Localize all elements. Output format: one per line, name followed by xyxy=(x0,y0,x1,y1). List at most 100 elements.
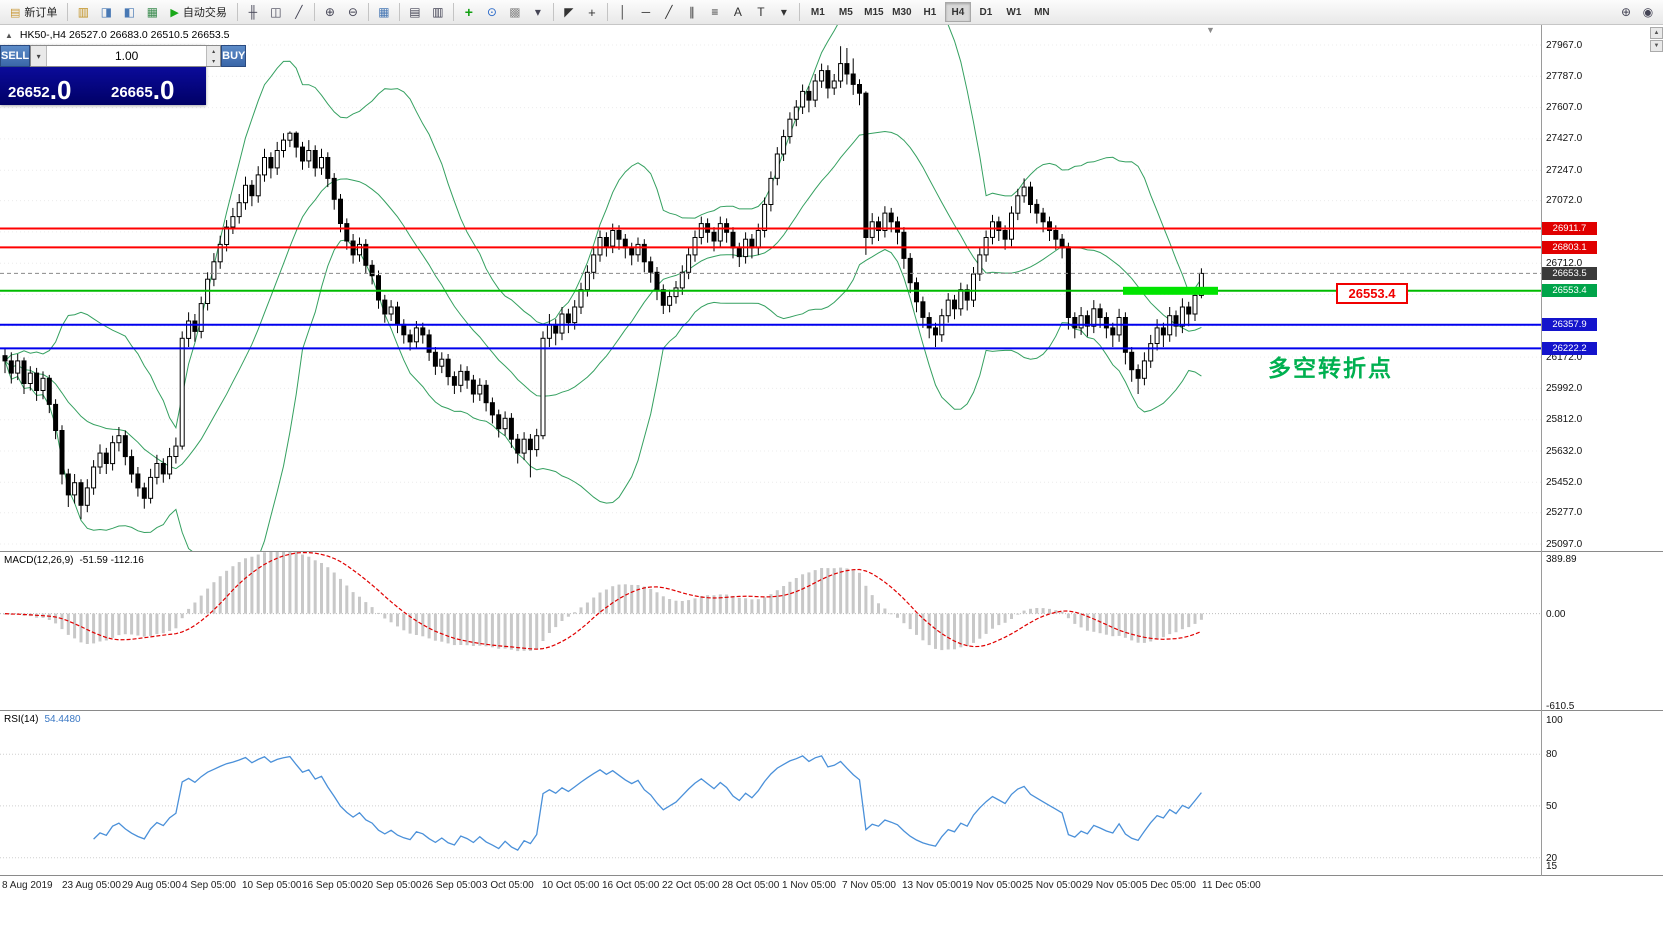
toolbar-separator xyxy=(606,3,608,21)
buy-price[interactable]: 26665 .0 xyxy=(103,67,206,105)
timeframe-h1[interactable]: H1 xyxy=(923,6,937,18)
zoom-out-icon[interactable]: ⊖ xyxy=(347,5,358,19)
price-tick-label: 27787.0 xyxy=(1546,70,1583,82)
time-tick-label: 23 Aug 05:00 xyxy=(62,880,121,891)
price-tick-label: 27247.0 xyxy=(1546,164,1583,176)
indicators-icon[interactable]: + xyxy=(464,4,473,20)
rsi-indicator xyxy=(0,753,1541,859)
time-tick-label: 10 Oct 05:00 xyxy=(542,880,600,891)
volume-up-icon[interactable]: ▴ xyxy=(207,46,221,56)
price-tick-label: 27072.0 xyxy=(1546,195,1583,207)
pane-separator[interactable] xyxy=(0,875,1663,876)
sell-price-main: 26652 xyxy=(8,83,50,101)
toolbar-separator xyxy=(452,3,454,21)
time-tick-label: 28 Oct 05:00 xyxy=(722,880,780,891)
timeframe-m30[interactable]: M30 xyxy=(892,6,912,18)
label-tool-icon[interactable]: T xyxy=(757,5,765,19)
rsi-value: 54.4480 xyxy=(44,714,81,725)
timeframe-m1[interactable]: M1 xyxy=(810,6,825,18)
turning-point-annotation[interactable]: 多空转折点 xyxy=(1268,355,1393,381)
price-tick-label: 26172.0 xyxy=(1546,351,1583,363)
time-tick-label: 13 Nov 05:00 xyxy=(902,880,962,891)
volume-input[interactable] xyxy=(47,46,207,66)
macd-indicator xyxy=(0,552,1541,652)
timeframe-d1[interactable]: D1 xyxy=(979,6,993,18)
chart-shift-marker[interactable]: ▼ xyxy=(1206,25,1215,35)
sell-button[interactable]: SELL xyxy=(0,45,31,67)
timeframe-h4[interactable]: H4 xyxy=(944,2,971,22)
scroll-up-button[interactable]: ▲ xyxy=(1650,27,1663,39)
time-tick-label: 19 Nov 05:00 xyxy=(962,880,1022,891)
search-icon[interactable]: ⊕ xyxy=(1620,5,1632,19)
time-tick-label: 20 Sep 05:00 xyxy=(362,880,422,891)
buy-price-decimal: .0 xyxy=(152,74,175,105)
templates-icon[interactable]: ▩ xyxy=(509,5,521,19)
volume-spinner: ▴ ▾ xyxy=(206,46,221,66)
macd-tick-label: 389.89 xyxy=(1546,554,1577,565)
time-tick-label: 22 Oct 05:00 xyxy=(662,880,720,891)
price-tag: 26357.9 xyxy=(1542,318,1597,332)
timeframe-w1[interactable]: W1 xyxy=(1006,6,1022,18)
price-tick-label: 27607.0 xyxy=(1546,102,1583,114)
candlestick-chart-icon[interactable]: ◫ xyxy=(270,5,282,19)
help-icon[interactable]: ◉ xyxy=(1642,5,1654,19)
time-tick-label: 4 Sep 05:00 xyxy=(182,880,236,891)
market-watch-icon[interactable]: ▥ xyxy=(77,5,90,19)
volume-down-icon[interactable]: ▾ xyxy=(207,56,221,66)
price-tick-label: 25277.0 xyxy=(1546,507,1583,519)
scrollbar-buttons: ▲ ▼ xyxy=(1650,27,1663,53)
time-tick-label: 26 Sep 05:00 xyxy=(422,880,482,891)
data-window-icon[interactable]: ◨ xyxy=(100,5,113,19)
price-tick-label: 25812.0 xyxy=(1546,414,1583,426)
sell-price-decimal: .0 xyxy=(49,74,72,105)
toolbar: ▤ 新订单 ▥ ◨ ◧ ▦ ▶ 自动交易 ╫ ◫ ╱ ⊕ ⊖ ▦ ▤ ▥ + ⊙ ▩ ▾ ◤ + │ ─ ╱ ∥ ≡ A T ▾ M1 M5 M… xyxy=(0,0,1663,25)
timeframe-m5[interactable]: M5 xyxy=(838,6,853,18)
price-tag: 26911.7 xyxy=(1542,222,1597,235)
horizontal-line-icon[interactable]: ─ xyxy=(641,5,651,19)
navigator-icon[interactable]: ◧ xyxy=(123,5,136,19)
price-annotation-box[interactable]: 26553.4 xyxy=(1336,283,1408,304)
time-tick-label: 16 Oct 05:00 xyxy=(602,880,660,891)
vertical-line-icon[interactable]: │ xyxy=(619,5,627,19)
shapes-dropdown-icon[interactable]: ▾ xyxy=(780,5,787,19)
text-tool-icon[interactable]: A xyxy=(733,5,742,19)
volume-dropdown-icon[interactable]: ▾ xyxy=(31,46,48,66)
rsi-tick-label: 100 xyxy=(1546,714,1563,726)
timeframe-mn[interactable]: MN xyxy=(1034,6,1050,18)
pane-separator[interactable] xyxy=(0,551,1663,552)
cascade-windows-icon[interactable]: ▤ xyxy=(409,5,421,19)
time-tick-label: 11 Dec 05:00 xyxy=(1202,880,1261,891)
scroll-down-button[interactable]: ▼ xyxy=(1650,40,1663,52)
rsi-tick-label: 80 xyxy=(1546,749,1558,761)
one-click-panel-toggle-icon[interactable]: ▲ xyxy=(5,30,13,40)
timeframe-m15[interactable]: M15 xyxy=(864,6,884,18)
pane-separator[interactable] xyxy=(0,710,1663,711)
price-tick-label: 27967.0 xyxy=(1546,39,1583,51)
terminal-icon[interactable]: ▦ xyxy=(146,5,159,19)
sell-price[interactable]: 26652 .0 xyxy=(0,67,103,105)
time-tick-label: 5 Dec 05:00 xyxy=(1142,880,1196,891)
channel-icon[interactable]: ∥ xyxy=(688,5,695,19)
tile-windows-icon[interactable]: ▦ xyxy=(378,5,390,19)
fibonacci-icon[interactable]: ≡ xyxy=(711,5,719,19)
cursor-icon[interactable]: ◤ xyxy=(564,5,574,19)
price-chart-pane xyxy=(0,25,1541,551)
bar-chart-icon[interactable]: ╫ xyxy=(248,5,258,19)
timeframe-toolbar: M1 M5 M15 M30 H1 H4 D1 W1 MN xyxy=(804,2,1056,22)
line-chart-icon[interactable]: ╱ xyxy=(295,5,303,19)
toolbars-dropdown-icon[interactable]: ▾ xyxy=(534,5,541,19)
time-tick-label: 3 Oct 05:00 xyxy=(482,880,534,891)
price-tick-label: 25992.0 xyxy=(1546,382,1583,394)
toolbar-separator xyxy=(798,3,800,21)
periods-icon[interactable]: ⊙ xyxy=(486,5,497,19)
new-order-button[interactable]: ▤ 新订单 xyxy=(4,2,63,22)
trendline-icon[interactable]: ╱ xyxy=(665,5,673,19)
autotrading-button[interactable]: ▶ 自动交易 xyxy=(164,2,232,22)
zoom-in-icon[interactable]: ⊕ xyxy=(324,5,335,19)
crosshair-icon[interactable]: + xyxy=(588,4,596,20)
buy-button[interactable]: BUY xyxy=(221,45,247,67)
axis-border xyxy=(1541,25,1542,876)
price-axis: 27967.0 27787.0 27607.0 27427.0 27247.0 27072… xyxy=(1542,0,1650,946)
tile-vertical-icon[interactable]: ▥ xyxy=(432,5,444,19)
time-tick-label: 29 Nov 05:00 xyxy=(1082,880,1142,891)
